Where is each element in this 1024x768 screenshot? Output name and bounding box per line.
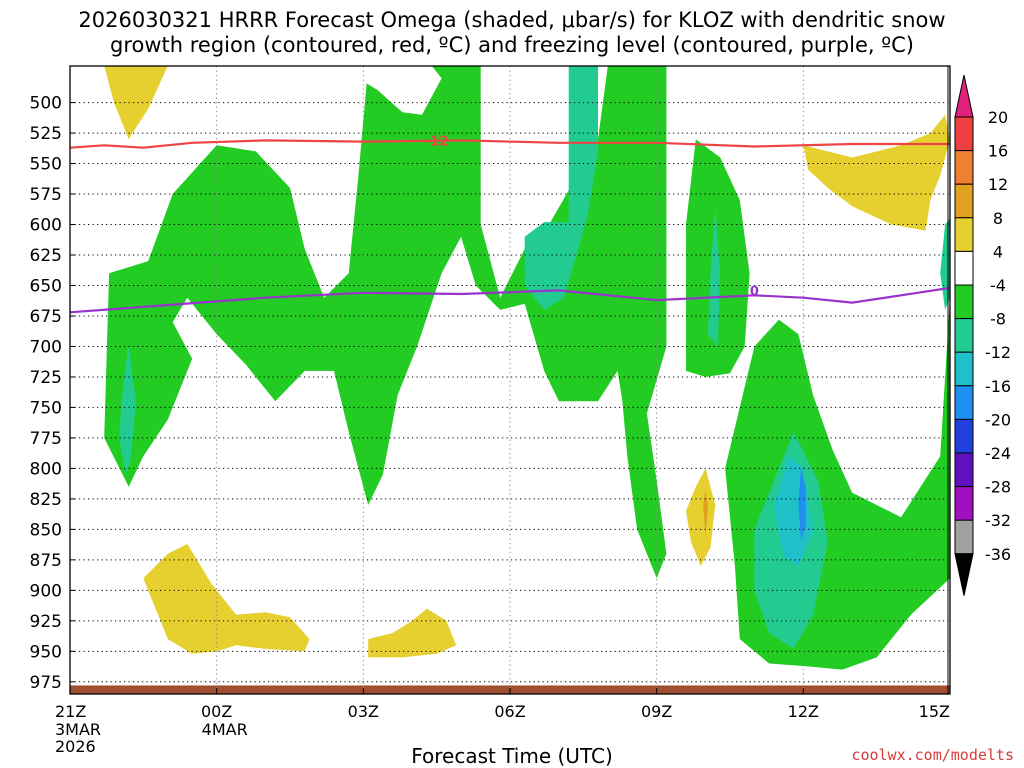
omega-region-0 xyxy=(104,66,667,579)
omega-region-15 xyxy=(803,114,950,231)
x-tick-label-09Z: 09Z xyxy=(641,702,672,721)
omega-region-10 xyxy=(104,66,168,140)
omega-region-4 xyxy=(118,346,136,475)
omega-region-13 xyxy=(686,468,716,566)
colorbar-label-8: 8 xyxy=(993,209,1003,228)
omega-region-7 xyxy=(940,218,950,310)
y-tick-label-825: 825 xyxy=(30,490,62,510)
colorbar-label--12: -12 xyxy=(985,343,1011,362)
y-tick-label-625: 625 xyxy=(30,246,62,266)
y-tick-label-700: 700 xyxy=(30,337,62,357)
colorbar-band-9 xyxy=(954,418,974,454)
contour-label-1: 0 xyxy=(750,284,759,299)
colorbar-label--36: -36 xyxy=(985,545,1011,564)
colorbar-band-4 xyxy=(954,250,974,286)
y-tick-label-575: 575 xyxy=(30,185,62,205)
colorbar-label--24: -24 xyxy=(985,444,1011,463)
y-tick-label-525: 525 xyxy=(30,124,62,144)
y-tick-label-500: 500 xyxy=(30,94,62,114)
y-axis: 500 525 550 575 600 625 650 675 700 725 750 775 800 8… xyxy=(30,94,75,693)
x-tick-label-15Z: 15Z xyxy=(919,702,950,721)
omega-region-11 xyxy=(143,544,310,654)
y-tick-label-800: 800 xyxy=(30,459,62,479)
x-tick-sublabel-21Z-1: 2026 xyxy=(55,737,96,756)
colorbar-band-3 xyxy=(954,217,974,252)
title-line-2: growth region (contoured, red, ºC) and f… xyxy=(110,33,914,57)
y-tick-label-750: 750 xyxy=(30,398,62,418)
colorbar-top-arrow xyxy=(954,74,974,118)
y-tick-label-925: 925 xyxy=(30,612,62,632)
y-tick-label-950: 950 xyxy=(30,642,62,662)
colorbar-label--16: -16 xyxy=(985,377,1011,396)
colorbar-band-1 xyxy=(954,150,974,185)
y-tick-label-875: 875 xyxy=(30,551,62,571)
colorbar-label-20: 20 xyxy=(988,108,1008,127)
title-line-1: 2026030321 HRRR Forecast Omega (shaded, … xyxy=(78,8,946,32)
colorbar-band-12 xyxy=(954,519,974,555)
x-tick-label-06Z: 06Z xyxy=(494,702,525,721)
colorbar-label--20: -20 xyxy=(985,410,1011,429)
credit-link[interactable]: coolwx.com/modelts xyxy=(851,746,1014,764)
y-tick-label-650: 650 xyxy=(30,276,62,296)
colorbar-bottom-arrow xyxy=(954,553,974,596)
y-tick-label-675: 675 xyxy=(30,307,62,327)
omega-region-1 xyxy=(725,297,950,670)
y-tick-label-725: 725 xyxy=(30,368,62,388)
colorbar-band-10 xyxy=(954,452,974,488)
x-tick-label-12Z: 12Z xyxy=(788,702,819,721)
omega-region-9 xyxy=(798,468,806,540)
y-tick-label-600: 600 xyxy=(30,216,62,236)
x-tick-label-00Z: 00Z xyxy=(201,702,232,721)
chart-title: 2026030321 HRRR Forecast Omega (shaded, … xyxy=(0,8,1024,58)
colorbar-label-16: 16 xyxy=(988,142,1008,161)
colorbar-label--28: -28 xyxy=(985,478,1011,497)
omega-region-5 xyxy=(708,206,721,347)
colorbar-label--4: -4 xyxy=(990,276,1006,295)
x-tick-sublabel-21Z-0: 3MAR xyxy=(55,720,101,739)
y-tick-label-850: 850 xyxy=(30,520,62,540)
colorbar-band-7 xyxy=(954,351,974,387)
contour-line-1 xyxy=(70,286,950,314)
colorbar-band-11 xyxy=(954,486,974,521)
x-tick-sublabel-00Z-0: 4MAR xyxy=(202,720,248,739)
y-tick-label-550: 550 xyxy=(30,155,62,175)
y-tick-label-900: 900 xyxy=(30,581,62,601)
colorbar-label--32: -32 xyxy=(985,511,1011,530)
omega-region-3 xyxy=(524,66,598,310)
colorbar: 20 16 12 8 4 -4 -8 -12 -16 -20 -24 -28 -32 -36 xyxy=(954,74,1011,596)
colorbar-band-5 xyxy=(954,284,974,320)
omega-region-12 xyxy=(368,608,457,658)
omega-clear-region-0 xyxy=(348,66,442,115)
colorbar-band-6 xyxy=(954,318,974,353)
colorbar-band-0 xyxy=(954,116,974,152)
grid-lines xyxy=(70,66,950,694)
contour-line-0 xyxy=(70,139,950,149)
y-tick-label-775: 775 xyxy=(30,429,62,449)
x-tick-label-21Z: 21Z xyxy=(55,702,86,721)
y-tick-label-975: 975 xyxy=(30,673,62,693)
x-axis-title: Forecast Time (UTC) xyxy=(411,744,613,768)
omega-region-14 xyxy=(703,490,708,536)
colorbar-label--8: -8 xyxy=(990,310,1006,329)
colorbar-band-8 xyxy=(954,385,974,420)
x-tick-label-03Z: 03Z xyxy=(348,702,379,721)
contour-label-0: -12 xyxy=(425,134,449,149)
colorbar-label-4: 4 xyxy=(993,242,1003,261)
colorbar-label-12: 12 xyxy=(988,175,1008,194)
contour-lines: -12 0 xyxy=(70,134,950,314)
colorbar-band-2 xyxy=(954,183,974,219)
omega-shaded-regions xyxy=(104,66,950,670)
